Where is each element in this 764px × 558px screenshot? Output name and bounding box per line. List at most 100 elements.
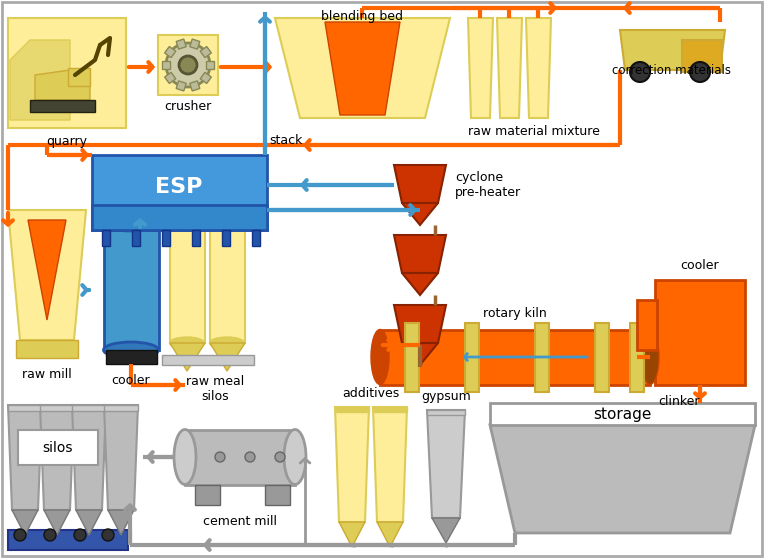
Polygon shape (373, 407, 407, 522)
Circle shape (179, 56, 197, 74)
Ellipse shape (170, 337, 205, 349)
Polygon shape (402, 343, 438, 365)
Bar (158, 35, 218, 95)
Text: raw meal
silos: raw meal silos (186, 375, 244, 403)
Bar (92, 205, 267, 230)
Polygon shape (432, 518, 460, 543)
Bar (535, 323, 549, 392)
Circle shape (690, 62, 710, 82)
Text: cyclone
pre-heater: cyclone pre-heater (455, 171, 521, 199)
Ellipse shape (209, 212, 244, 224)
Polygon shape (76, 510, 102, 535)
Bar (132, 230, 140, 246)
Text: silos: silos (43, 441, 73, 455)
Text: stack: stack (269, 134, 303, 147)
Circle shape (630, 62, 650, 82)
Text: additives: additives (342, 387, 400, 400)
Polygon shape (402, 203, 438, 225)
Bar (265, 485, 290, 505)
Polygon shape (28, 220, 66, 320)
Circle shape (215, 452, 225, 462)
Polygon shape (490, 425, 755, 533)
Polygon shape (210, 343, 245, 371)
Polygon shape (10, 40, 70, 120)
Bar (373, 407, 407, 412)
Circle shape (275, 452, 285, 462)
Text: storage: storage (593, 406, 651, 421)
Bar (40, 405, 74, 411)
Bar (68, 68, 90, 86)
Bar (189, 81, 200, 91)
Polygon shape (12, 510, 38, 535)
Bar (104, 405, 138, 411)
Bar (104, 223, 159, 350)
Ellipse shape (174, 430, 196, 484)
Polygon shape (44, 510, 70, 535)
Bar (655, 280, 745, 385)
Bar (162, 230, 170, 246)
Text: rotary kiln: rotary kiln (483, 307, 547, 320)
Polygon shape (335, 407, 369, 522)
Circle shape (102, 529, 114, 541)
Ellipse shape (284, 430, 306, 484)
Bar (192, 230, 200, 246)
Bar (18, 430, 98, 465)
Ellipse shape (371, 330, 389, 384)
Bar (72, 405, 106, 411)
Bar (189, 39, 200, 49)
Bar (630, 323, 644, 392)
Bar (162, 355, 254, 365)
Bar (164, 73, 176, 84)
Bar (682, 40, 722, 72)
Text: quarry: quarry (47, 135, 88, 148)
Bar (252, 230, 260, 246)
Bar (170, 218, 205, 343)
Text: gypsum: gypsum (421, 390, 471, 403)
Bar (210, 218, 245, 343)
Polygon shape (377, 522, 403, 547)
Polygon shape (526, 18, 551, 118)
Bar (176, 81, 186, 91)
Polygon shape (620, 30, 725, 70)
Bar (200, 73, 212, 84)
Polygon shape (402, 273, 438, 295)
Bar (8, 18, 126, 128)
Polygon shape (40, 405, 74, 510)
Bar (380, 330, 650, 385)
Circle shape (74, 529, 86, 541)
Bar (106, 350, 157, 364)
Polygon shape (427, 410, 465, 518)
Bar (427, 410, 465, 415)
Text: cooler: cooler (112, 374, 151, 387)
Circle shape (44, 529, 56, 541)
Bar (195, 485, 220, 505)
Bar (8, 405, 42, 411)
Polygon shape (275, 18, 450, 118)
Bar (335, 407, 369, 412)
Circle shape (245, 452, 255, 462)
Text: ESP: ESP (155, 177, 202, 197)
Bar (185, 430, 295, 485)
Bar (162, 61, 170, 69)
Ellipse shape (170, 212, 205, 224)
Polygon shape (8, 405, 42, 510)
Circle shape (166, 43, 210, 87)
Polygon shape (170, 343, 205, 371)
Polygon shape (339, 522, 365, 547)
Bar (595, 323, 609, 392)
Bar (490, 403, 755, 425)
Text: cooler: cooler (681, 259, 720, 272)
Bar (8, 530, 128, 550)
Bar (102, 230, 110, 246)
Text: clinker: clinker (659, 395, 700, 408)
Text: cement mill: cement mill (203, 515, 277, 528)
Polygon shape (72, 405, 106, 510)
Ellipse shape (641, 330, 659, 384)
Bar (30, 100, 95, 112)
Bar (465, 323, 479, 392)
Polygon shape (394, 305, 446, 343)
Text: crusher: crusher (164, 100, 212, 113)
Polygon shape (108, 510, 134, 535)
Text: blending bed: blending bed (321, 10, 403, 23)
Text: raw mill: raw mill (22, 368, 72, 381)
